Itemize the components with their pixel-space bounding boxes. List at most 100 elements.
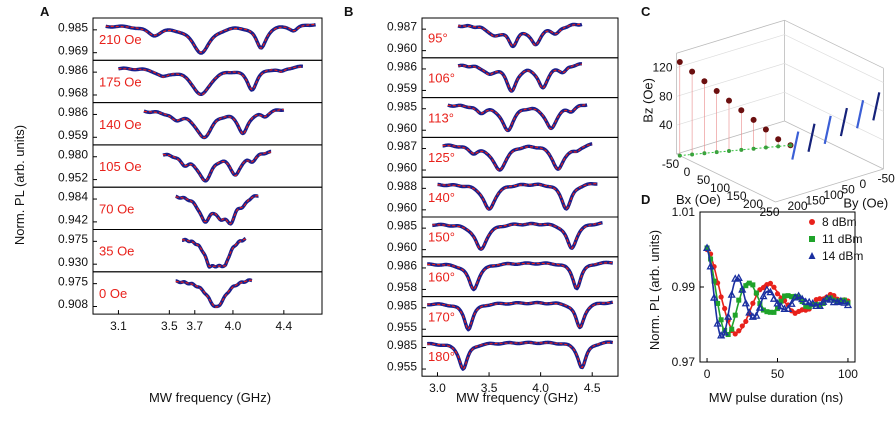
series-label: 105 Oe bbox=[99, 159, 142, 174]
field-point bbox=[713, 87, 720, 94]
xtick-label: 4.0 bbox=[225, 319, 242, 333]
rabi-point bbox=[732, 312, 738, 318]
rabi-point bbox=[752, 311, 761, 319]
series-label: 140 Oe bbox=[99, 117, 142, 132]
rabi-point bbox=[824, 296, 830, 302]
ytick-label: 0.930 bbox=[58, 255, 88, 269]
rabi-point bbox=[711, 278, 717, 284]
panel-d: D Norm. PL (arb. units) MW pulse duratio… bbox=[641, 192, 863, 405]
panel-a-xlabel: MW frequency (GHz) bbox=[149, 390, 271, 405]
series-label: 175 Oe bbox=[99, 75, 142, 90]
rabi-point bbox=[722, 305, 728, 312]
ytick-label: 0.985 bbox=[58, 21, 88, 35]
rabi-point bbox=[801, 297, 810, 305]
field-point bbox=[676, 59, 683, 65]
rabi-point bbox=[776, 301, 786, 310]
rabi-point bbox=[822, 294, 831, 302]
projection-path bbox=[679, 144, 791, 157]
fit-line bbox=[442, 143, 593, 171]
rabi-point bbox=[817, 302, 823, 308]
ytick-label: 0.942 bbox=[58, 213, 88, 227]
legend-marker bbox=[809, 219, 815, 225]
rabi-point bbox=[805, 297, 814, 306]
rabi-point bbox=[738, 285, 747, 293]
rabi-point bbox=[720, 328, 729, 336]
ytick-label: 0.908 bbox=[58, 297, 88, 311]
spectrum-row: 0.986 0.968 175 Oe bbox=[58, 59, 323, 104]
rabi-point bbox=[753, 290, 759, 296]
xtick-label: 50 bbox=[771, 367, 785, 381]
rabi-point bbox=[764, 309, 770, 315]
rabi-point bbox=[836, 296, 846, 305]
rabi-point bbox=[727, 290, 736, 298]
rabi-point bbox=[769, 294, 779, 302]
fit-line bbox=[458, 63, 582, 92]
ytick-label: 0.968 bbox=[58, 86, 88, 100]
rabi-point bbox=[771, 284, 777, 290]
rabi-point bbox=[813, 301, 819, 307]
panel-a-ylabel: Norm. PL (arb. units) bbox=[12, 125, 27, 245]
fit-line bbox=[105, 23, 316, 54]
panel-a-xticks: 3.1 3.5 3.7 4.0 4.4 bbox=[110, 310, 292, 333]
cube-edge bbox=[676, 120, 785, 155]
ytick-label: 0.986 bbox=[58, 63, 88, 77]
rabi-point bbox=[729, 326, 735, 332]
cube-edge bbox=[784, 120, 884, 170]
legend-marker bbox=[809, 236, 815, 242]
projection-point bbox=[763, 145, 768, 150]
ytick-label: 0.988 bbox=[387, 179, 417, 193]
field-point bbox=[762, 126, 769, 133]
ytick-label: 0.986 bbox=[387, 259, 417, 273]
legend-label: 8 dBm bbox=[822, 215, 857, 229]
ytick-label: 0.986 bbox=[58, 105, 88, 119]
ytick-label: 0.99 bbox=[672, 280, 696, 294]
row-frame bbox=[92, 271, 323, 315]
xtick-label: 0 bbox=[684, 165, 691, 179]
rabi-point bbox=[762, 285, 772, 293]
series-label: 160° bbox=[428, 269, 455, 284]
panel-a: A Norm. PL (arb. units) MW frequency (GH… bbox=[12, 4, 323, 405]
rabi-point bbox=[767, 280, 774, 286]
rabi-point bbox=[838, 298, 844, 304]
rabi-point bbox=[815, 301, 824, 309]
ytick-label: 0.958 bbox=[387, 280, 417, 294]
xtick-label: 4.0 bbox=[532, 381, 549, 395]
rabi-point bbox=[774, 291, 781, 297]
projection-point bbox=[751, 146, 756, 151]
ytick-label: 0.986 bbox=[387, 60, 417, 74]
xtick-label: 100 bbox=[838, 367, 858, 381]
ytick-label: 0.960 bbox=[387, 240, 417, 254]
projection-point bbox=[788, 143, 793, 148]
fit-line bbox=[163, 151, 272, 182]
spectrum-row: 0.975 0.930 35 Oe bbox=[58, 229, 323, 273]
fit-line bbox=[437, 182, 598, 211]
ytick-label: 0.975 bbox=[58, 274, 88, 288]
xtick-label: 0 bbox=[704, 367, 711, 381]
ytick-label: 0.969 bbox=[58, 43, 88, 57]
series-label: 170° bbox=[428, 309, 455, 324]
xtick-label: 3.5 bbox=[481, 381, 498, 395]
spectrum-row: 0.985 0.955 170° bbox=[387, 296, 619, 337]
rabi-point bbox=[787, 299, 796, 307]
panel-b-xticks: 3.0 3.5 4.0 4.5 bbox=[429, 372, 601, 395]
panel-letter-b: B bbox=[344, 4, 353, 19]
fit-line bbox=[447, 103, 588, 132]
grid-line bbox=[676, 91, 884, 141]
panel-b: B MW frequency (GHz) 0.9870.96095°0.9860… bbox=[344, 4, 619, 405]
rabi-point bbox=[783, 304, 793, 312]
ytick-label: 0.987 bbox=[387, 139, 417, 153]
cube-edge bbox=[676, 153, 776, 203]
ztick-label: 40 bbox=[659, 118, 673, 132]
ztick-label: 120 bbox=[652, 61, 672, 75]
fit-line bbox=[175, 279, 253, 308]
field-arrow bbox=[823, 115, 832, 145]
ytick-label: 0.985 bbox=[387, 99, 417, 113]
rabi-point bbox=[704, 245, 710, 251]
panel-letter-c: C bbox=[641, 4, 651, 19]
data-series bbox=[436, 181, 598, 211]
rabi-point bbox=[739, 323, 745, 329]
ytick-label: 0.960 bbox=[387, 200, 417, 214]
data-series bbox=[426, 340, 614, 371]
ytick-label: 1.01 bbox=[672, 205, 696, 219]
field-point bbox=[701, 78, 708, 85]
